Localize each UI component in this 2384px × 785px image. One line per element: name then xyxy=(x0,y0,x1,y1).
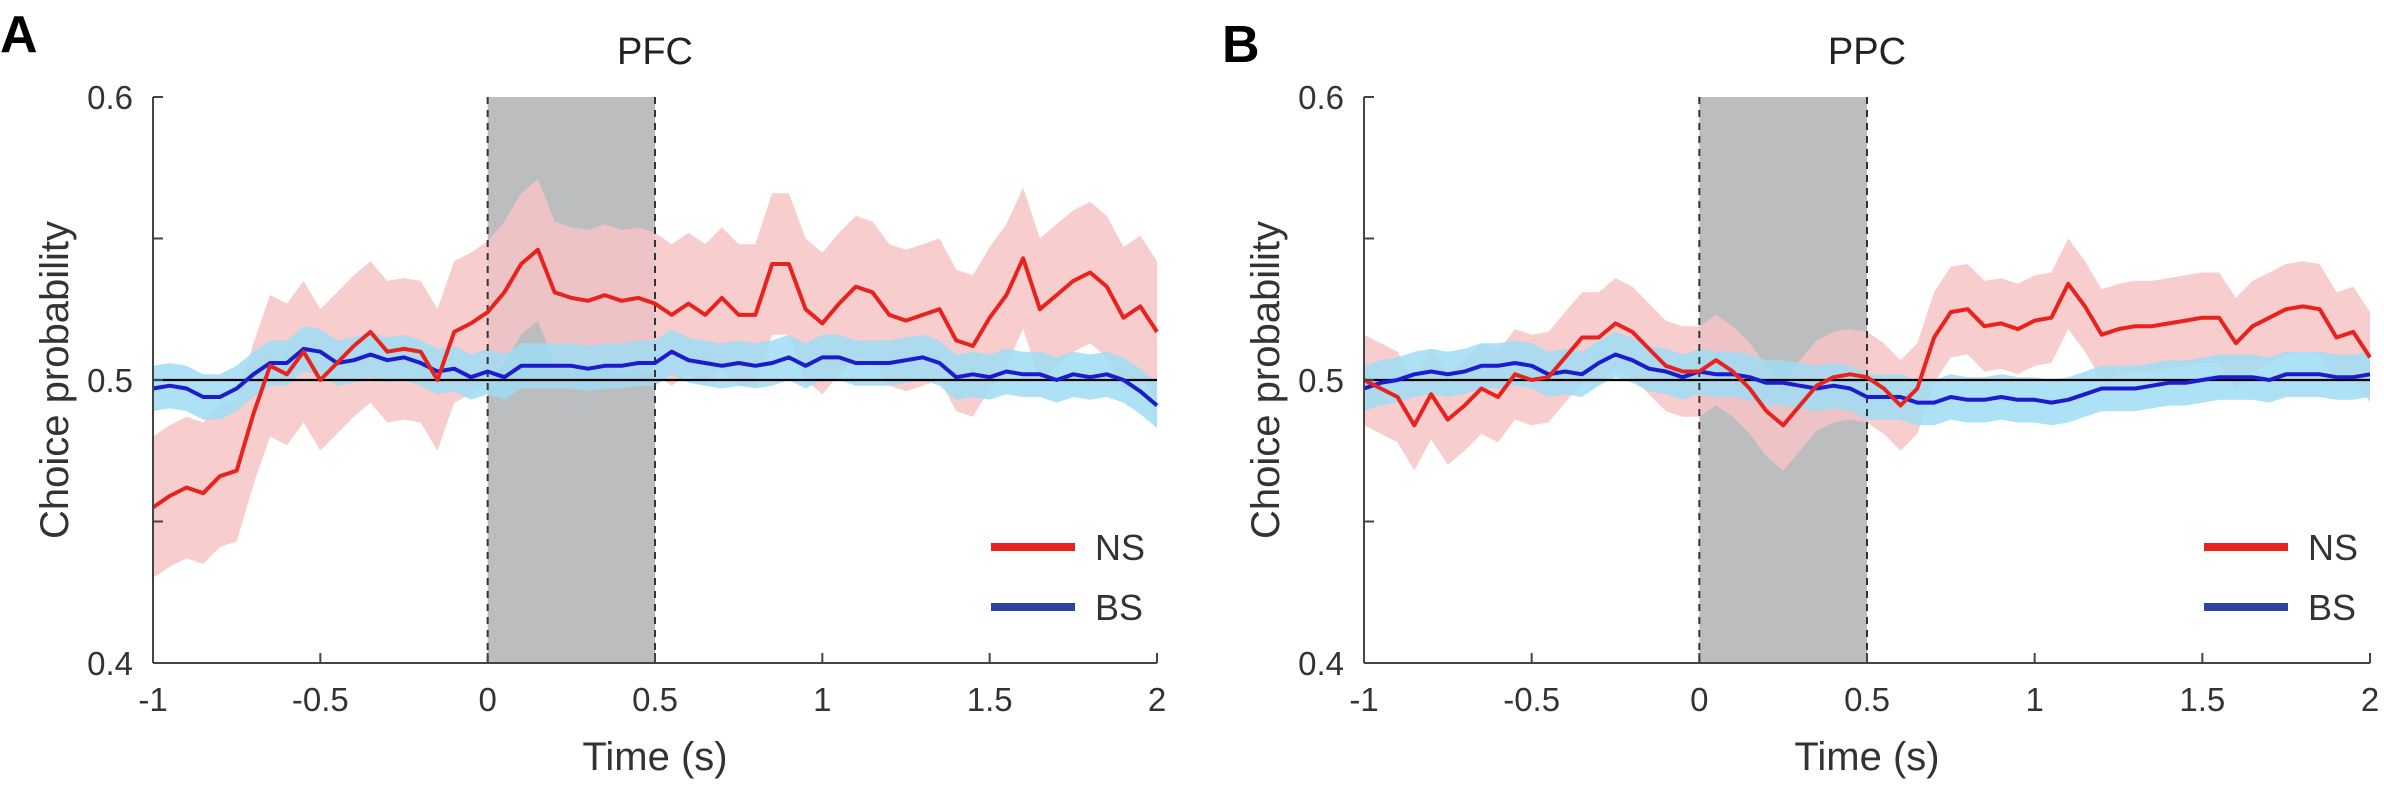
y-tick-label: 0.4 xyxy=(87,645,133,682)
x-tick-label: 0.5 xyxy=(632,681,678,718)
x-tick-label: -0.5 xyxy=(292,681,349,718)
panel-b: B PPC -1 -0.5 0 0.5 1 1.5 2 0.4 0.5 0.6 Time (s) Choi… xyxy=(1222,16,2379,779)
y-axis-label: Choice probability xyxy=(33,221,77,539)
panel-title: PPC xyxy=(1828,31,1906,73)
series-band-ns xyxy=(153,179,1157,579)
x-tick-label: -1 xyxy=(138,681,167,718)
x-tick-label: -1 xyxy=(1349,681,1378,718)
y-tick-label: 0.4 xyxy=(1298,645,1344,682)
x-tick-label: 0 xyxy=(478,681,496,718)
y-axis-label: Choice probability xyxy=(1244,221,1288,539)
y-tick-label: 0.5 xyxy=(87,362,133,399)
y-tick-label: 0.6 xyxy=(87,79,133,116)
panel-title: PFC xyxy=(617,31,693,73)
legend-label-bs: BS xyxy=(1095,587,1143,628)
x-tick-label: 1.5 xyxy=(967,681,1013,718)
y-tick-label: 0.6 xyxy=(1298,79,1344,116)
x-tick-label: 0.5 xyxy=(1844,681,1890,718)
legend-label-ns: NS xyxy=(1095,527,1145,568)
legend: NS BS xyxy=(991,527,1145,628)
legend-label-ns: NS xyxy=(2308,527,2358,568)
panel-letter: B xyxy=(1222,16,1260,74)
y-tick-label: 0.5 xyxy=(1298,362,1344,399)
x-axis-label: Time (s) xyxy=(582,735,727,779)
x-tick-label: 0 xyxy=(1690,681,1708,718)
legend: NS BS xyxy=(2204,527,2358,628)
x-tick-label: 1 xyxy=(2025,681,2043,718)
x-tick-label: 1.5 xyxy=(2179,681,2225,718)
series-line-bs xyxy=(152,346,1159,408)
x-tick-label: 1 xyxy=(813,681,831,718)
series-line-ns xyxy=(1363,281,2372,428)
series-line-ns xyxy=(151,247,1159,510)
legend-label-bs: BS xyxy=(2308,587,2356,628)
x-tick-label: -0.5 xyxy=(1503,681,1560,718)
series-band-ns xyxy=(1364,238,2370,471)
x-tick-label: 2 xyxy=(2361,681,2379,718)
series-line-bs xyxy=(1363,352,2371,405)
panel-a: A PFC -1 -0.5 0 0.5 1 1.5 2 0.4 0.5 0.6 Time (s) Choi… xyxy=(0,6,1166,779)
series-band-bs xyxy=(153,326,1157,429)
panel-letter: A xyxy=(0,6,38,64)
x-axis-label: Time (s) xyxy=(1794,735,1939,779)
x-tick-label: 2 xyxy=(1148,681,1166,718)
